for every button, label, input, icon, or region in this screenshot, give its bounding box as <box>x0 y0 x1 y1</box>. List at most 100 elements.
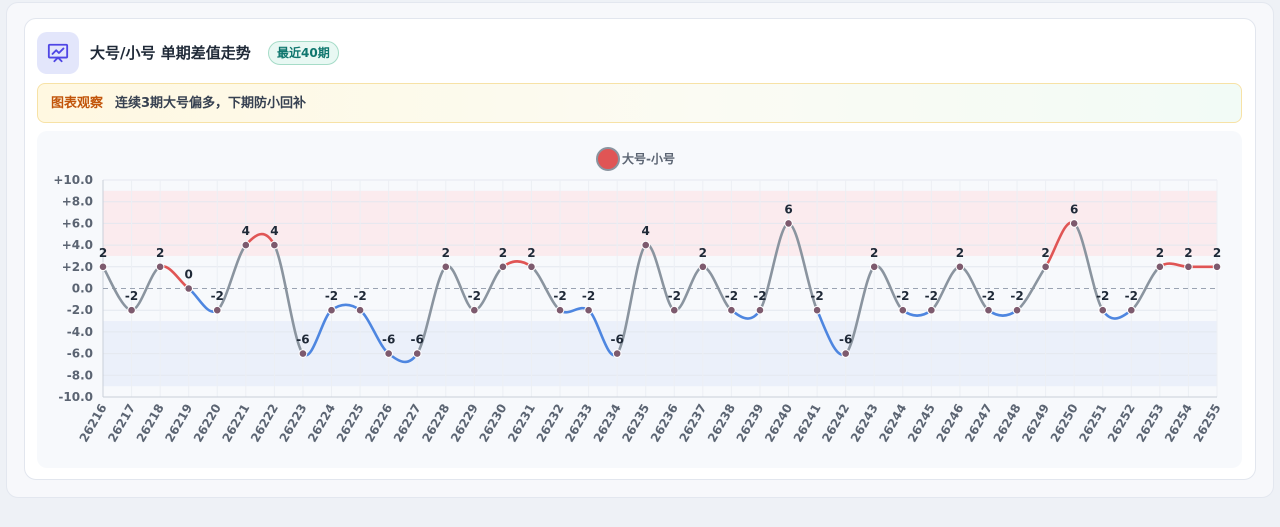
data-label: -6 <box>382 333 395 347</box>
y-tick-label: -8.0 <box>67 368 93 382</box>
y-tick-label: +10.0 <box>53 173 93 187</box>
y-tick-label: -10.0 <box>58 390 93 404</box>
data-label: 2 <box>956 246 964 260</box>
y-tick-label: -4.0 <box>67 325 93 339</box>
series-line-segment <box>730 308 762 320</box>
x-tick-label: 26255 <box>1191 402 1224 445</box>
data-label: -2 <box>211 289 224 303</box>
series-line-segment <box>444 265 476 312</box>
data-point <box>812 305 822 315</box>
y-tick-label: -2.0 <box>67 303 93 317</box>
data-label: 4 <box>242 224 250 238</box>
data-point <box>755 305 765 315</box>
series-line-segment <box>330 303 362 312</box>
data-label: 4 <box>642 224 650 238</box>
observation-text: 连续3期大号偏多，下期防小回补 <box>115 96 307 111</box>
difference-line-chart: -10.0 -8.0 -6.0 -4.0 -2.0 0.0 +2.0 +4.0 +6.0 +8.0… <box>53 147 1224 445</box>
data-label: 2 <box>1156 246 1164 260</box>
data-point <box>441 262 451 272</box>
data-point <box>384 349 393 358</box>
data-point <box>955 262 965 272</box>
data-label: -2 <box>668 289 681 303</box>
data-point <box>412 349 422 358</box>
series-line-segment <box>901 308 933 317</box>
data-label: -2 <box>810 289 823 303</box>
data-label: -2 <box>1010 289 1023 303</box>
data-point <box>727 305 736 315</box>
data-point <box>927 305 936 315</box>
y-tick-label: 0.0 <box>72 282 93 296</box>
data-point <box>1127 305 1136 315</box>
legend-marker <box>596 147 620 171</box>
data-point <box>241 240 251 250</box>
data-point <box>612 349 622 358</box>
data-label: -2 <box>982 289 995 303</box>
data-point <box>841 349 850 358</box>
data-point <box>184 284 193 293</box>
data-point <box>555 305 565 315</box>
period-badge: 最近40期 <box>268 41 339 65</box>
data-label: -2 <box>753 289 766 303</box>
series-line-segment <box>1101 308 1133 320</box>
data-point <box>1212 262 1222 272</box>
data-label: -2 <box>553 289 566 303</box>
data-point <box>327 305 336 315</box>
data-point <box>498 262 508 272</box>
data-label: -2 <box>725 289 738 303</box>
data-label: 2 <box>499 246 507 260</box>
data-label: -2 <box>925 289 938 303</box>
data-label: 2 <box>156 246 164 260</box>
data-label: 2 <box>699 246 707 260</box>
data-point <box>1184 262 1193 272</box>
y-tick-label: +2.0 <box>62 260 93 274</box>
data-point <box>155 262 165 272</box>
data-label: -6 <box>610 333 623 347</box>
data-label: -2 <box>1096 289 1109 303</box>
series-line-segment <box>844 265 876 355</box>
data-point <box>212 305 222 315</box>
data-label: 2 <box>442 246 450 260</box>
observation-note: 图表观察 连续3期大号偏多，下期防小回补 <box>37 83 1242 123</box>
data-point <box>1098 305 1108 315</box>
data-point <box>298 349 308 358</box>
data-point <box>355 305 365 315</box>
data-label: 4 <box>270 224 278 238</box>
data-point <box>1069 219 1079 228</box>
data-point <box>1012 305 1022 315</box>
data-label: 2 <box>1213 246 1221 260</box>
data-point <box>1155 262 1165 272</box>
data-point <box>584 305 593 315</box>
data-label: -2 <box>125 289 138 303</box>
data-label: -2 <box>582 289 595 303</box>
series-line-segment <box>1072 222 1105 312</box>
data-label: 2 <box>527 246 535 260</box>
observation-label: 图表观察 <box>51 96 104 111</box>
data-label: 2 <box>99 246 107 260</box>
data-label: -6 <box>839 333 852 347</box>
data-label: -2 <box>1125 289 1138 303</box>
data-label: 6 <box>1070 202 1078 216</box>
data-label: -2 <box>896 289 909 303</box>
series-line-segment <box>501 260 533 269</box>
data-label: -2 <box>468 289 481 303</box>
series-line-segment <box>987 308 1019 317</box>
series-line-segment <box>273 243 305 355</box>
data-point <box>470 305 479 315</box>
chart-area: -10.0 -8.0 -6.0 -4.0 -2.0 0.0 +2.0 +4.0 +6.0 +8.0… <box>37 131 1242 468</box>
data-point <box>270 240 279 250</box>
data-point <box>527 262 536 272</box>
data-label: -2 <box>353 289 366 303</box>
y-tick-label: +8.0 <box>62 195 93 209</box>
data-point <box>898 305 908 315</box>
data-point <box>984 305 993 315</box>
data-label: 6 <box>784 202 792 216</box>
data-label: 0 <box>185 268 193 282</box>
data-label: 2 <box>1184 246 1192 260</box>
data-point <box>641 240 651 250</box>
data-label: -2 <box>325 289 338 303</box>
data-point <box>127 305 136 315</box>
y-tick-label: -6.0 <box>67 347 93 361</box>
data-point <box>869 262 879 272</box>
data-point <box>1041 262 1050 272</box>
legend-label: 大号-小号 <box>622 151 675 166</box>
